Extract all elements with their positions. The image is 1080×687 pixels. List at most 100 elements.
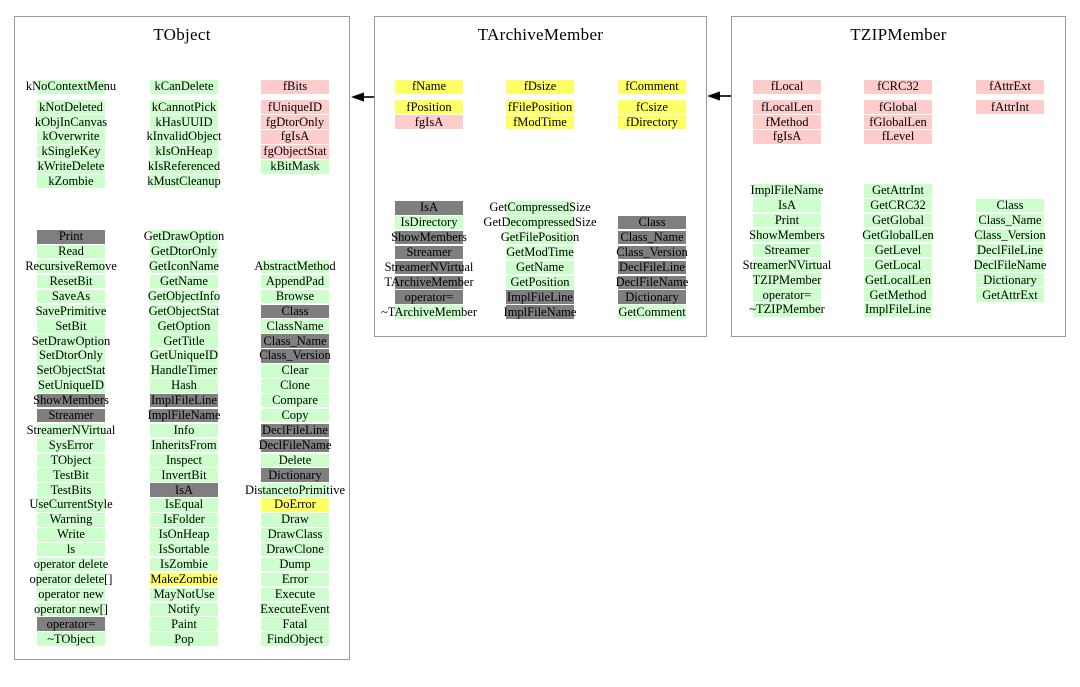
member-cell[interactable]: kMustCleanup	[147, 175, 221, 189]
method-cell[interactable]: GetName	[506, 260, 574, 275]
method-cell[interactable]: operator=	[37, 617, 105, 631]
method-cell[interactable]: ImplFileLine	[864, 303, 932, 317]
method-cell[interactable]: Clone	[261, 379, 329, 393]
method-cell[interactable]: Warning	[37, 513, 105, 527]
method-cell[interactable]: DeclFileLine	[618, 260, 686, 275]
class-title[interactable]: TZIPMember	[850, 25, 947, 44]
method-cell[interactable]: GetLocal	[864, 258, 932, 273]
method-cell[interactable]: SavePrimitive	[36, 304, 106, 319]
class-title[interactable]: TArchiveMember	[477, 25, 604, 44]
method-cell[interactable]: operator new[]	[34, 602, 108, 617]
method-cell[interactable]: DrawClone	[261, 543, 329, 557]
member-cell[interactable]: kSingleKey	[37, 145, 105, 159]
method-cell[interactable]: RecursiveRemove	[25, 260, 117, 274]
method-cell[interactable]: GetTitle	[150, 334, 218, 348]
method-cell[interactable]: ResetBit	[37, 274, 105, 289]
method-cell[interactable]: SetUniqueID	[37, 379, 105, 393]
member-cell[interactable]: fUniqueID	[261, 100, 329, 114]
method-cell[interactable]: GetCRC32	[864, 199, 932, 213]
member-cell[interactable]: fAttrExt	[976, 80, 1044, 94]
method-cell[interactable]: Fatal	[261, 617, 329, 631]
method-cell[interactable]: Print	[753, 214, 821, 228]
member-cell[interactable]: kHasUUID	[150, 115, 218, 129]
member-cell[interactable]: fgIsA	[753, 130, 821, 144]
method-cell[interactable]: Class	[618, 216, 686, 230]
method-cell[interactable]: operator delete[]	[30, 572, 112, 587]
member-cell[interactable]: kIsOnHeap	[150, 145, 218, 159]
method-cell[interactable]: DeclFileName	[616, 275, 688, 290]
member-cell[interactable]: fModTime	[506, 115, 574, 129]
member-cell[interactable]: fgIsA	[261, 130, 329, 144]
member-cell[interactable]: fLocalLen	[753, 100, 821, 114]
method-cell[interactable]: DeclFileLine	[261, 423, 329, 438]
method-cell[interactable]: IsA	[150, 483, 218, 497]
method-cell[interactable]: Copy	[261, 409, 329, 423]
member-cell[interactable]: fgIsA	[395, 115, 463, 129]
method-cell[interactable]: TZIPMember	[753, 273, 821, 287]
method-cell[interactable]: operator delete	[34, 558, 108, 572]
method-cell[interactable]: IsOnHeap	[150, 528, 218, 542]
method-cell[interactable]: GetGlobal	[864, 214, 932, 228]
member-cell[interactable]: fAttrInt	[976, 100, 1044, 114]
method-cell[interactable]: operator new	[37, 587, 105, 602]
method-cell[interactable]: ImplFileLine	[506, 290, 574, 304]
method-cell[interactable]: UseCurrentStyle	[29, 498, 113, 512]
member-cell[interactable]: fLocal	[753, 80, 821, 94]
method-cell[interactable]: Streamer	[37, 409, 105, 423]
method-cell[interactable]: DoError	[261, 498, 329, 512]
method-cell[interactable]: Class	[976, 199, 1044, 213]
method-cell[interactable]: ~TArchiveMember	[381, 305, 477, 319]
method-cell[interactable]: Hash	[150, 379, 218, 393]
member-cell[interactable]: fComment	[618, 80, 686, 94]
member-cell[interactable]: kWriteDelete	[37, 160, 105, 174]
method-cell[interactable]: InheritsFrom	[150, 438, 218, 453]
member-cell[interactable]: kIsReferenced	[148, 160, 220, 174]
member-cell[interactable]: kNoContextMenu	[26, 80, 116, 94]
method-cell[interactable]: IsA	[395, 201, 463, 215]
method-cell[interactable]: AppendPad	[261, 274, 329, 289]
method-cell[interactable]: ShowMembers	[391, 231, 467, 245]
member-cell[interactable]: kZombie	[37, 175, 105, 189]
method-cell[interactable]: GetAttrInt	[864, 184, 932, 198]
method-cell[interactable]: SetDrawOption	[32, 334, 110, 348]
method-cell[interactable]: TObject	[37, 453, 105, 468]
method-cell[interactable]: GetCompressedSize	[489, 201, 591, 215]
member-cell[interactable]: fCsize	[618, 100, 686, 114]
member-cell[interactable]: kOverwrite	[37, 130, 105, 144]
method-cell[interactable]: GetName	[150, 274, 218, 289]
method-cell[interactable]: operator=	[753, 288, 821, 302]
member-cell[interactable]: kCanDelete	[150, 80, 218, 94]
method-cell[interactable]: GetFilePosition	[501, 231, 579, 245]
method-cell[interactable]: ls	[37, 543, 105, 557]
method-cell[interactable]: SysError	[37, 438, 105, 453]
method-cell[interactable]: GetPosition	[506, 275, 574, 290]
method-cell[interactable]: DeclFileName	[974, 258, 1046, 273]
method-cell[interactable]: IsSortable	[150, 543, 218, 557]
method-cell[interactable]: HandleTimer	[150, 364, 218, 378]
method-cell[interactable]: operator=	[395, 290, 463, 304]
method-cell[interactable]: ShowMembers	[749, 228, 825, 243]
method-cell[interactable]: InvertBit	[150, 468, 218, 482]
method-cell[interactable]: ShowMembers	[33, 394, 109, 408]
method-cell[interactable]: Streamer	[753, 243, 821, 258]
method-cell[interactable]: Class_Name	[261, 334, 329, 348]
method-cell[interactable]: Dictionary	[618, 290, 686, 304]
method-cell[interactable]: MayNotUse	[150, 587, 218, 602]
method-cell[interactable]: StreamerNVirtual	[743, 258, 831, 273]
method-cell[interactable]: GetAttrExt	[976, 288, 1044, 302]
member-cell[interactable]: fMethod	[753, 115, 821, 129]
method-cell[interactable]: SetBit	[37, 319, 105, 333]
member-cell[interactable]: kObjInCanvas	[35, 115, 107, 129]
method-cell[interactable]: Execute	[261, 587, 329, 602]
method-cell[interactable]: GetGlobalLen	[862, 228, 934, 243]
member-cell[interactable]: fGlobal	[864, 100, 932, 114]
method-cell[interactable]: Browse	[261, 289, 329, 304]
method-cell[interactable]: IsEqual	[150, 498, 218, 512]
method-cell[interactable]: Error	[261, 572, 329, 587]
method-cell[interactable]: DeclFileLine	[976, 243, 1044, 258]
method-cell[interactable]: Inspect	[150, 453, 218, 468]
method-cell[interactable]: Class	[261, 304, 329, 319]
method-cell[interactable]: TestBit	[37, 468, 105, 482]
method-cell[interactable]: StreamerNVirtual	[27, 423, 115, 438]
member-cell[interactable]: kCannotPick	[150, 100, 218, 114]
